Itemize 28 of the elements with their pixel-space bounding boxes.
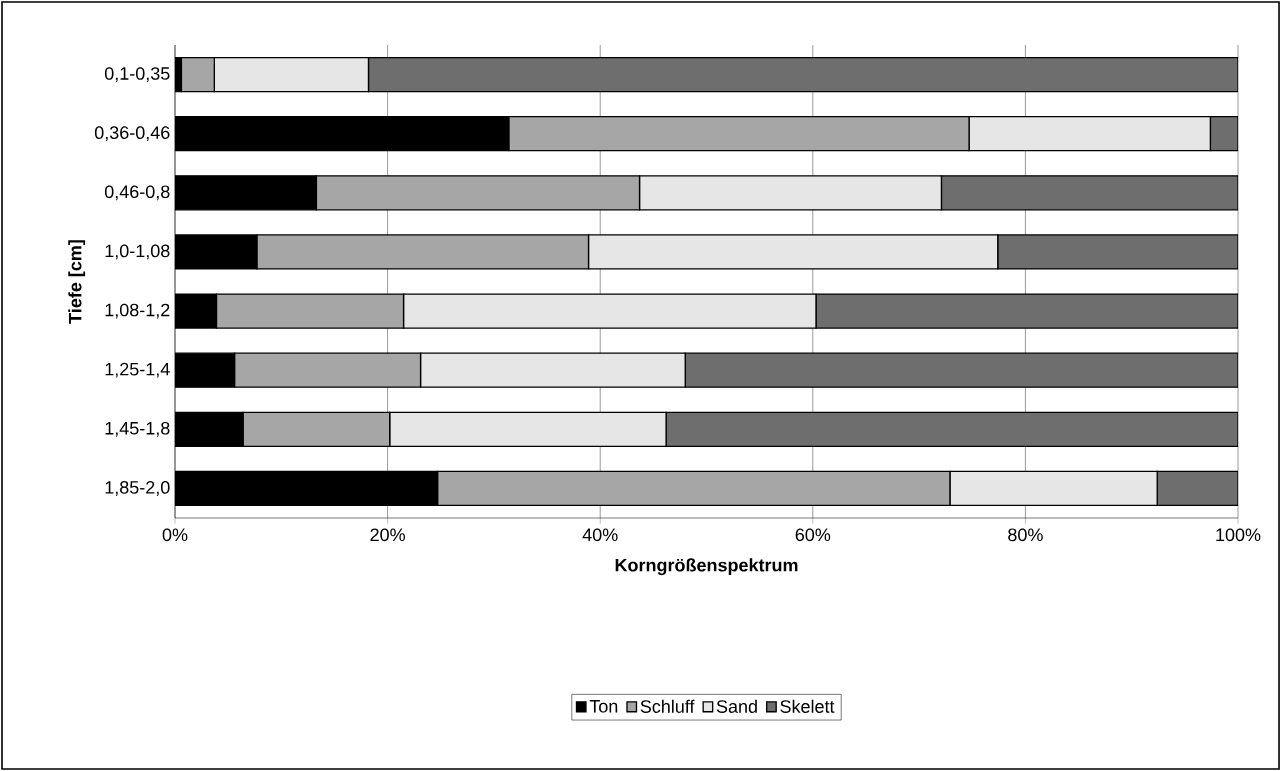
bar (665, 411, 1239, 447)
x-tick-label: 100% (1216, 528, 1261, 542)
y-tick-label: 1,08-1,2 (105, 303, 170, 319)
x-tick-label: 40% (582, 528, 618, 542)
x-tick-label: 20% (370, 528, 405, 542)
x-tick-label: 0% (162, 528, 188, 542)
bar (940, 175, 1239, 211)
bar (367, 56, 1239, 93)
y-tick-label: 0,46-0,8 (104, 185, 170, 201)
bar (684, 352, 1239, 388)
bar (997, 234, 1239, 270)
y-axis-title: Tiefe [cm] (68, 240, 86, 324)
y-tick-label: 1,45-1,8 (105, 421, 170, 437)
bar (815, 293, 1239, 329)
y-tick-label: 0,1-0,35 (104, 67, 170, 82)
bar (1156, 470, 1239, 507)
legend-label: Ton (589, 700, 618, 713)
y-tick-label: 1,25-1,4 (105, 362, 170, 378)
y-tick-label: 1,0-1,08 (105, 244, 170, 260)
x-axis-title: Korngrößenspektrum (615, 558, 798, 576)
x-tick-label: 80% (1008, 528, 1043, 542)
legend-label: Skelett (780, 699, 835, 713)
legend-label: Sand (716, 699, 757, 713)
y-tick-label: 0,36-0,46 (94, 126, 170, 142)
y-tick-label: 1,85-2,0 (105, 481, 170, 496)
bar (1209, 116, 1239, 152)
legend-label: Schluff (640, 699, 695, 713)
x-tick-label: 60% (795, 528, 831, 542)
